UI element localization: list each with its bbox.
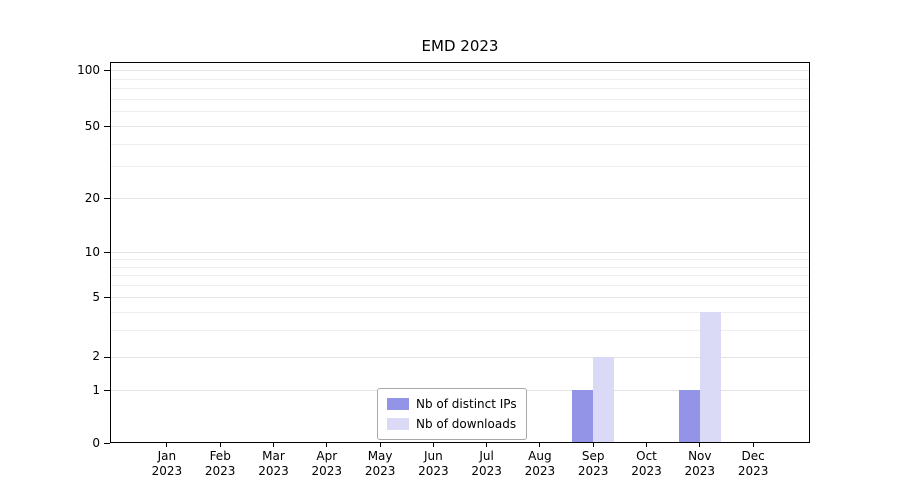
bar-distinct-ips [572,390,594,442]
x-tick-month: Aug [528,449,552,463]
y-tick-label: 20 [84,190,100,205]
gridline-minor [111,275,809,277]
gridline-minor [111,259,809,260]
gridline-major [111,297,809,299]
legend-swatch [387,418,409,430]
x-tick-label: Dec 2023 [721,449,785,479]
gridline-minor [111,88,809,89]
gridline-minor [111,266,809,268]
y-tick-mark [104,356,110,358]
x-tick-month: Mar [262,449,285,463]
gridline-major [111,70,809,71]
x-tick-year: 2023 [524,464,556,478]
y-tick-label: 100 [77,62,100,77]
x-tick-month: Apr [316,449,338,463]
x-tick-year: 2023 [684,464,716,478]
x-tick-label: Jan 2023 [135,449,199,479]
gridline-minor [111,285,809,287]
x-tick-label: Jul 2023 [455,449,519,479]
x-tick-year: 2023 [311,464,343,478]
y-tick-label: 10 [84,244,100,259]
x-tick-label: Aug 2023 [508,449,572,479]
x-tick-year: 2023 [204,464,236,478]
y-tick-mark [104,126,110,127]
gridline-minor [111,111,809,113]
x-tick-mark [699,443,701,447]
x-tick-month: Jul [479,449,494,463]
x-tick-mark [273,443,274,447]
x-tick-label: Apr 2023 [295,449,359,479]
bar-downloads [699,311,721,442]
x-tick-label: Oct 2023 [615,449,679,479]
x-tick-mark [592,443,594,447]
legend-label: Nb of downloads [416,417,517,431]
y-tick-mark [104,443,110,444]
y-tick-mark [104,297,110,299]
x-tick-month: May [367,449,393,463]
x-tick-mark [166,443,168,447]
x-tick-year: 2023 [151,464,183,478]
gridline-minor [111,330,809,332]
x-tick-label: Feb 2023 [188,449,252,479]
legend-label: Nb of distinct IPs [416,397,517,411]
x-tick-month: Oct [636,449,657,463]
x-tick-mark [646,443,647,447]
gridline-minor [111,311,809,313]
x-tick-month: Jun [424,449,443,463]
x-tick-mark [379,443,381,447]
x-tick-year: 2023 [471,464,502,478]
y-tick-label: 1 [92,382,100,397]
y-tick-label: 0 [92,435,100,450]
x-tick-label: Jun 2023 [401,449,465,479]
x-tick-label: Nov 2023 [668,449,732,479]
gridline-minor [111,166,809,168]
gridline-major [111,252,809,254]
legend-item: Nb of downloads [387,414,517,434]
y-tick-label: 2 [92,349,100,364]
y-tick-mark [104,390,110,391]
y-tick-mark [104,198,110,199]
gridline-major [111,356,809,358]
x-tick-year: 2023 [631,464,662,478]
x-tick-year: 2023 [364,464,396,478]
gridline-minor [111,78,809,80]
chart-title: EMD 2023 [421,37,499,55]
x-tick-year: 2023 [737,464,769,478]
x-tick-label: Sep 2023 [561,449,625,479]
x-tick-month: Feb [209,449,231,463]
legend-swatch [387,398,409,410]
x-tick-label: May 2023 [348,449,412,479]
bar-distinct-ips [678,390,700,442]
x-tick-year: 2023 [577,464,609,478]
y-tick-label: 5 [92,289,100,304]
bar-downloads [593,356,615,442]
x-tick-month: Jan [157,449,177,463]
gridline-minor [111,143,809,145]
x-tick-year: 2023 [418,464,449,478]
y-tick-mark [104,70,110,71]
x-tick-month: Nov [688,449,712,463]
legend: Nb of distinct IPs Nb of downloads [377,388,527,440]
x-tick-label: Mar 2023 [242,449,306,479]
x-tick-mark [486,443,488,447]
x-tick-mark [752,443,754,447]
x-tick-month: Sep [581,449,605,463]
y-tick-mark [104,252,110,254]
legend-item: Nb of distinct IPs [387,394,517,414]
x-tick-mark [326,443,328,447]
x-tick-year: 2023 [258,464,289,478]
y-tick-label: 50 [84,118,100,133]
x-tick-mark [432,443,434,447]
x-tick-month: Dec [741,449,765,463]
gridline-major [111,198,809,199]
gridline-major [111,126,809,127]
x-tick-mark [219,443,221,447]
x-tick-mark [539,443,541,447]
gridline-minor [111,98,809,100]
